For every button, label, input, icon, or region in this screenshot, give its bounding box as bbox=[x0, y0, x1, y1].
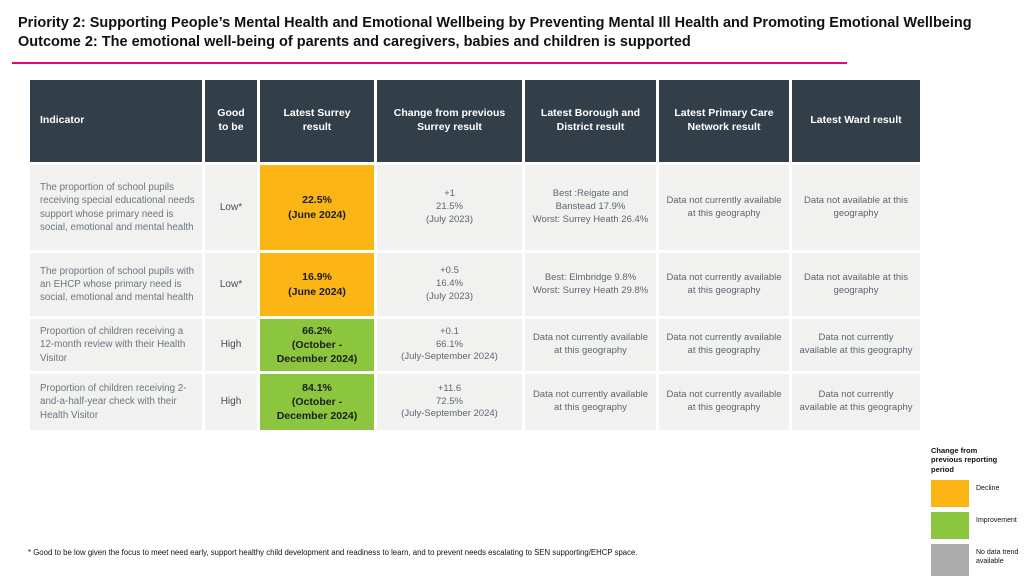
ward-cell: Data not currently available at this geo… bbox=[792, 319, 920, 371]
legend-item-no-data: No data trend available bbox=[931, 544, 1021, 576]
indicator-cell: Proportion of children receiving 2-and-a… bbox=[30, 374, 202, 430]
column-header-change: Change from previous Surrey result bbox=[377, 80, 522, 162]
borough-district-cell: Data not currently available at this geo… bbox=[525, 319, 656, 371]
surrey-result-cell: 84.1% (October - December 2024) bbox=[260, 374, 374, 430]
priority-title: Priority 2: Supporting People’s Mental H… bbox=[18, 15, 972, 31]
legend-item-decline: Decline bbox=[931, 480, 1021, 508]
slide-title-block: Priority 2: Supporting People’s Mental H… bbox=[18, 14, 1013, 51]
change-cell: +0.1 66.1% (July-September 2024) bbox=[377, 319, 522, 371]
change-cell: +1 21.5% (July 2023) bbox=[377, 165, 522, 250]
column-header-borough-district: Latest Borough and District result bbox=[525, 80, 656, 162]
footnote: * Good to be low given the focus to meet… bbox=[28, 548, 638, 557]
pcn-cell: Data not currently available at this geo… bbox=[659, 319, 789, 371]
surrey-result-cell: 22.5% (June 2024) bbox=[260, 165, 374, 250]
legend-label: Improvement bbox=[976, 517, 1017, 525]
no-data-swatch bbox=[931, 544, 969, 576]
borough-district-cell: Data not currently available at this geo… bbox=[525, 374, 656, 430]
legend-item-improvement: Improvement bbox=[931, 512, 1021, 540]
good-to-be-cell: Low* bbox=[205, 165, 257, 250]
ward-cell: Data not available at this geography bbox=[792, 253, 920, 316]
borough-district-cell: Best: Elmbridge 9.8% Worst: Surrey Heath… bbox=[525, 253, 656, 316]
good-to-be-cell: High bbox=[205, 374, 257, 430]
column-header-pcn: Latest Primary Care Network result bbox=[659, 80, 789, 162]
good-to-be-cell: Low* bbox=[205, 253, 257, 316]
indicator-cell: Proportion of children receiving a 12-mo… bbox=[30, 319, 202, 371]
change-cell: +0.5 16.4% (July 2023) bbox=[377, 253, 522, 316]
good-to-be-cell: High bbox=[205, 319, 257, 371]
ward-cell: Data not available at this geography bbox=[792, 165, 920, 250]
surrey-result-cell: 16.9% (June 2024) bbox=[260, 253, 374, 316]
column-header-latest-surrey: Latest Surrey result bbox=[260, 80, 374, 162]
pcn-cell: Data not currently available at this geo… bbox=[659, 253, 789, 316]
legend-title: Change from previous reporting period bbox=[931, 446, 998, 474]
indicator-cell: The proportion of school pupils receivin… bbox=[30, 165, 202, 250]
borough-district-cell: Best :Reigate and Banstead 17.9% Worst: … bbox=[525, 165, 656, 250]
legend: Change from previous reporting period De… bbox=[931, 446, 1021, 576]
indicator-table: Indicator Good to be Latest Surrey resul… bbox=[30, 80, 920, 430]
title-underline bbox=[12, 62, 847, 64]
legend-label: No data trend available bbox=[976, 549, 1019, 566]
decline-swatch bbox=[931, 480, 969, 508]
improvement-swatch bbox=[931, 512, 969, 540]
legend-label: Decline bbox=[976, 485, 1000, 493]
surrey-result-cell: 66.2% (October - December 2024) bbox=[260, 319, 374, 371]
column-header-good-to-be: Good to be bbox=[205, 80, 257, 162]
outcome-title: Outcome 2: The emotional well-being of p… bbox=[18, 33, 691, 50]
change-cell: +11.6 72.5% (July-September 2024) bbox=[377, 374, 522, 430]
ward-cell: Data not currently available at this geo… bbox=[792, 374, 920, 430]
pcn-cell: Data not currently available at this geo… bbox=[659, 165, 789, 250]
column-header-indicator: Indicator bbox=[30, 80, 202, 162]
indicator-cell: The proportion of school pupils with an … bbox=[30, 253, 202, 316]
column-header-ward: Latest Ward result bbox=[792, 80, 920, 162]
pcn-cell: Data not currently available at this geo… bbox=[659, 374, 789, 430]
